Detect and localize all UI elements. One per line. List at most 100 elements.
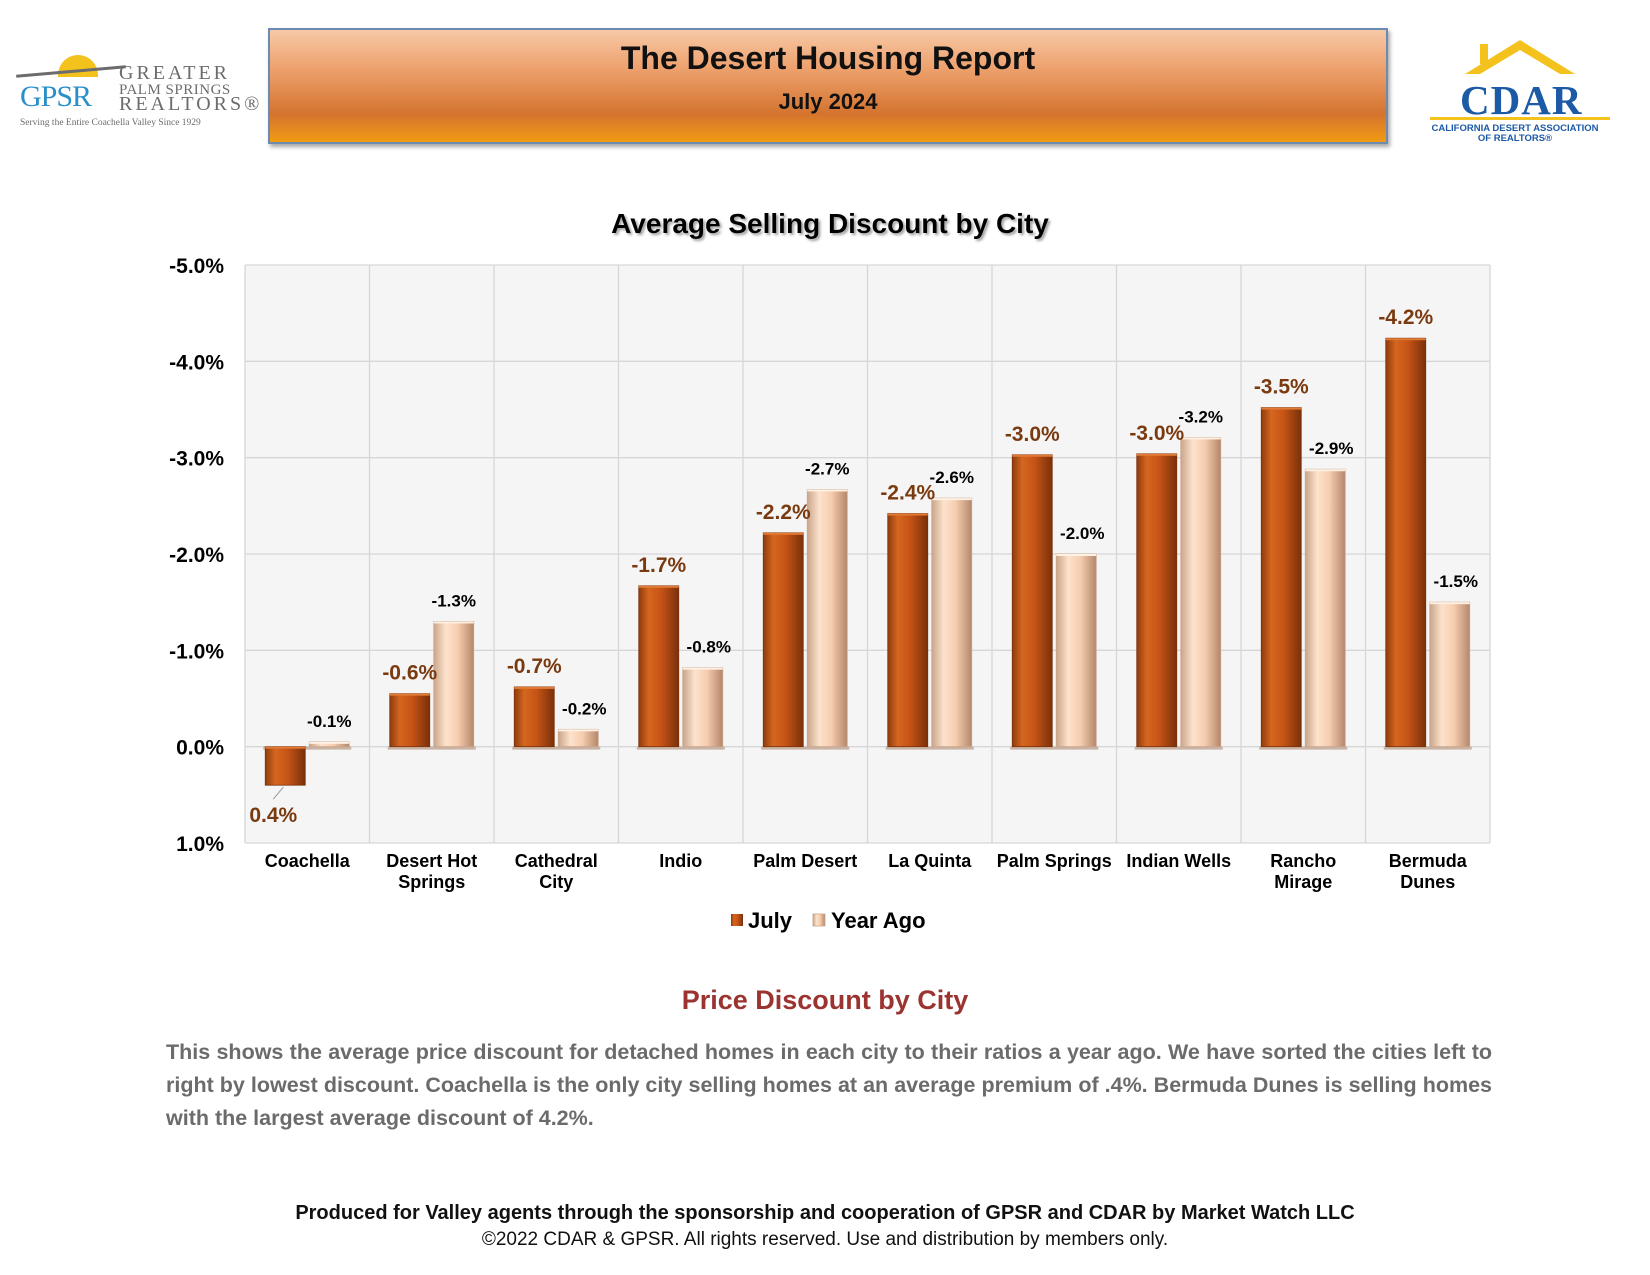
bar-july	[1260, 407, 1302, 748]
bar-july-cap	[638, 585, 679, 588]
gpsr-logo-tagline: Serving the Entire Coachella Valley Sinc…	[20, 118, 201, 128]
bar-july	[887, 513, 929, 748]
x-category-label: Rancho	[1270, 851, 1336, 871]
bar-year-ago	[1304, 468, 1346, 748]
bar-year-ago-cap	[931, 498, 972, 501]
bar-year-ago-cap	[1429, 602, 1470, 605]
bar-year-ago	[682, 667, 724, 748]
leader-line	[272, 786, 284, 800]
y-tick-label: -2.0%	[169, 544, 224, 567]
legend-label-year-ago: Year Ago	[831, 908, 926, 933]
bar-year-ago-cap	[1180, 437, 1221, 440]
legend-swatch-july	[731, 914, 743, 926]
y-tick-label: -5.0%	[169, 255, 224, 278]
bar-july-cap	[265, 746, 306, 749]
bar-july	[1011, 454, 1053, 748]
gpsr-logo-line1: GREATER	[119, 62, 230, 84]
bar-year-ago-cap	[309, 741, 350, 744]
bar-year-ago	[806, 489, 848, 748]
data-label-year-ago: -0.8%	[687, 638, 731, 657]
data-label-july: -0.7%	[507, 655, 562, 678]
x-category-label: Cathedral	[515, 851, 598, 871]
data-label-july: -0.6%	[382, 662, 437, 685]
data-label-july: -3.0%	[1129, 422, 1184, 445]
data-label-year-ago: -1.3%	[432, 591, 476, 610]
cdar-logo: CDAR CALIFORNIA DESERT ASSOCIATION OF RE…	[1420, 40, 1620, 150]
bar-year-ago	[433, 621, 475, 748]
data-label-july: 0.4%	[249, 804, 297, 827]
bar-year-ago	[557, 728, 599, 748]
bar-july	[389, 693, 431, 748]
x-category-label: City	[539, 872, 573, 892]
bar-year-ago	[1055, 553, 1097, 748]
legend-swatch-year-ago	[812, 913, 826, 927]
data-label-july: -2.2%	[756, 501, 811, 524]
bar-year-ago-cap	[1056, 554, 1097, 556]
report-date: July 2024	[778, 89, 878, 114]
house-roof-icon	[1430, 40, 1610, 120]
gpsr-logo-abbr: GPSR	[20, 80, 92, 113]
cdar-logo-abbr: CDAR	[1460, 77, 1583, 123]
bar-july	[513, 686, 555, 748]
header-banner	[268, 28, 1388, 144]
data-label-july: -1.7%	[631, 554, 686, 577]
report-title: The Desert Housing Report	[620, 40, 1036, 76]
bar-july-cap	[1385, 338, 1426, 341]
bar-july-cap	[514, 686, 555, 689]
bar-year-ago-cap	[1305, 469, 1346, 472]
data-label-year-ago: -2.6%	[930, 468, 974, 487]
y-tick-label: 1.0%	[176, 833, 224, 856]
y-tick-label: -3.0%	[169, 448, 224, 471]
bar-year-ago-cap	[682, 667, 723, 670]
x-category-label: Desert Hot	[386, 851, 477, 871]
x-category-label: Dunes	[1400, 872, 1455, 892]
bar-july	[1136, 453, 1178, 748]
footer-credit: Produced for Valley agents through the s…	[295, 1202, 1355, 1224]
y-tick-label: -1.0%	[169, 640, 224, 663]
y-tick-label: -4.0%	[169, 351, 224, 374]
x-category-label: Coachella	[265, 851, 351, 871]
data-label-year-ago: -2.0%	[1060, 524, 1104, 543]
data-label-year-ago: -2.7%	[805, 459, 849, 478]
gpsr-logo-line2: PALM SPRINGS	[119, 82, 231, 98]
bar-year-ago	[931, 497, 973, 748]
cdar-logo-name-line2: OF REALTORS®	[1477, 133, 1553, 144]
legend-label-july: July	[748, 908, 793, 933]
gpsr-logo-line3: REALTORS®	[119, 93, 263, 115]
data-label-july: -3.5%	[1254, 376, 1309, 399]
bar-year-ago-cap	[433, 621, 474, 624]
bar-july-cap	[887, 513, 928, 516]
section-body: This shows the average price discount fo…	[166, 1040, 1492, 1130]
cdar-logo-name-line1: CALIFORNIA DESERT ASSOCIATION	[1431, 123, 1599, 134]
bar-july	[1385, 337, 1427, 748]
bar-year-ago	[1429, 601, 1471, 748]
data-label-year-ago: -0.2%	[562, 699, 606, 718]
x-category-label: Palm Springs	[997, 851, 1112, 871]
chart-title: Average Selling Discount by City	[611, 208, 1049, 239]
x-category-label: Bermuda	[1389, 851, 1468, 871]
data-label-july: -3.0%	[1005, 423, 1060, 446]
data-label-july: -2.4%	[880, 482, 935, 505]
bar-year-ago	[1180, 437, 1222, 748]
bar-july	[264, 746, 306, 786]
data-label-year-ago: -0.1%	[307, 712, 351, 731]
x-category-label: Springs	[398, 872, 465, 892]
section-heading: Price Discount by City	[681, 985, 969, 1015]
bar-july-cap	[1136, 453, 1177, 456]
discount-bar-chart: Average Selling Discount by City -5.0% -4…	[169, 208, 1491, 933]
footer-copyright: ©2022 CDAR & GPSR. All rights reserved. …	[481, 1229, 1169, 1250]
bar-july	[638, 585, 680, 748]
data-label-year-ago: -1.5%	[1434, 572, 1478, 591]
x-category-label: Indian Wells	[1126, 851, 1231, 871]
x-category-label: Palm Desert	[753, 851, 857, 871]
bar-july	[762, 532, 804, 748]
y-tick-label: 0.0%	[176, 737, 224, 760]
data-label-year-ago: -3.2%	[1179, 407, 1223, 426]
data-label-july: -4.2%	[1378, 306, 1433, 329]
data-label-year-ago: -2.9%	[1309, 439, 1353, 458]
x-category-label: La Quinta	[888, 851, 972, 871]
bar-year-ago-cap	[558, 729, 599, 732]
gpsr-logo: GPSR GREATER PALM SPRINGS REALTORS® Serv…	[14, 50, 259, 130]
x-category-label: Mirage	[1274, 872, 1332, 892]
bar-july-cap	[1261, 407, 1302, 410]
